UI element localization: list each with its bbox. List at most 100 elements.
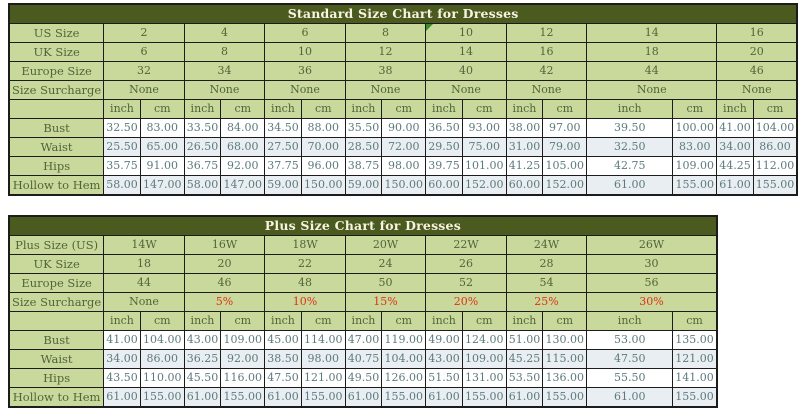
measurement-cm-cell: 97.00 — [542, 118, 588, 138]
unit-inch-header: inch — [264, 99, 302, 119]
size-value-cell: 46 — [183, 273, 266, 293]
measurement-cm-cell: 152.00 — [542, 175, 588, 196]
measurement-inch-cell: 58.00 — [183, 175, 222, 196]
measurement-cm-cell: 155.00 — [752, 175, 798, 196]
unit-cm-header: cm — [300, 99, 346, 119]
unit-cm-header: cm — [461, 99, 507, 119]
measurement-cm-cell: 130.00 — [542, 330, 588, 350]
plus-size-chart: Plus Size Chart for Dresses Plus Size (US… — [8, 215, 718, 408]
unit-inch-header: inch — [505, 99, 544, 119]
unit-inch-header: inch — [344, 311, 383, 331]
size-chart-table: Plus Size Chart for Dresses Plus Size (US… — [8, 215, 718, 408]
measurement-inch-cell: 61.00 — [183, 387, 222, 408]
unit-inch-header: inch — [716, 99, 754, 119]
unit-cm-header: cm — [139, 311, 185, 331]
size-value-cell: 44 — [103, 273, 185, 293]
measurement-inch-cell: 49.50 — [344, 368, 383, 388]
measurement-cm-cell: 126.00 — [381, 368, 427, 388]
size-value-cell: None — [505, 80, 588, 100]
size-value-cell: 8 — [183, 42, 266, 62]
size-value-cell: None — [716, 80, 798, 100]
measurement-cm-cell: 136.00 — [542, 368, 588, 388]
row-label: Europe Size — [8, 273, 105, 293]
size-value-cell: 6 — [264, 23, 346, 43]
measurement-cm-cell: 135.00 — [672, 330, 718, 350]
size-value-cell: 48 — [264, 273, 346, 293]
measurement-inch-cell: 36.50 — [425, 118, 463, 138]
size-value-cell: 20 — [716, 42, 798, 62]
size-value-cell: 8 — [344, 23, 427, 43]
measurement-inch-cell: 61.00 — [586, 175, 674, 196]
size-value-cell: 44 — [586, 61, 718, 81]
size-value-cell: 14W — [103, 235, 185, 255]
row-label: Hollow to Hem — [8, 175, 105, 196]
row-label: Size Surcharge — [8, 292, 105, 312]
measurement-cm-cell: 155.00 — [672, 175, 718, 196]
unit-cm-header: cm — [542, 311, 588, 331]
measurement-cm-cell: 155.00 — [672, 387, 718, 408]
measurement-inch-cell: 60.00 — [425, 175, 463, 196]
unit-cm-header: cm — [752, 99, 798, 119]
measurement-cm-cell: 75.00 — [461, 137, 507, 157]
measurement-cm-cell: 121.00 — [672, 349, 718, 369]
measurement-inch-cell: 61.00 — [505, 387, 544, 408]
measurement-cm-cell: 152.00 — [461, 175, 507, 196]
size-value-cell: 32 — [103, 61, 185, 81]
measurement-cm-cell: 98.00 — [300, 349, 346, 369]
measurement-inch-cell: 42.75 — [586, 156, 674, 176]
measurement-cm-cell: 114.00 — [300, 330, 346, 350]
size-value-cell: 20W — [344, 235, 427, 255]
unit-inch-header: inch — [183, 311, 222, 331]
measurement-inch-cell: 40.75 — [344, 349, 383, 369]
measurement-cm-cell: 88.00 — [300, 118, 346, 138]
size-value-cell: 30 — [586, 254, 718, 274]
unit-inch-header: inch — [505, 311, 544, 331]
row-label: UK Size — [8, 42, 105, 62]
measurement-inch-cell: 29.50 — [425, 137, 463, 157]
measurement-inch-cell: 61.00 — [103, 387, 141, 408]
measurement-inch-cell: 58.00 — [103, 175, 141, 196]
size-value-cell: 22W — [425, 235, 507, 255]
measurement-cm-cell: 96.00 — [300, 156, 346, 176]
measurement-cm-cell: 104.00 — [381, 349, 427, 369]
measurement-inch-cell: 47.50 — [264, 368, 302, 388]
size-value-cell: 10% — [264, 292, 346, 312]
size-value-cell: 5% — [183, 292, 266, 312]
measurement-cm-cell: 72.00 — [381, 137, 427, 157]
size-value-cell: 16W — [183, 235, 266, 255]
measurement-cm-cell: 91.00 — [139, 156, 185, 176]
measurement-cm-cell: 98.00 — [381, 156, 427, 176]
measurement-inch-cell: 31.00 — [505, 137, 544, 157]
size-value-cell: 14 — [586, 23, 718, 43]
measurement-inch-cell: 38.75 — [344, 156, 383, 176]
measurement-inch-cell: 34.50 — [264, 118, 302, 138]
unit-cm-header: cm — [381, 99, 427, 119]
row-label: Bust — [8, 330, 105, 350]
measurement-cm-cell: 110.00 — [139, 368, 185, 388]
measurement-cm-cell: 100.00 — [672, 118, 718, 138]
measurement-inch-cell: 51.50 — [425, 368, 463, 388]
size-value-cell: None — [586, 80, 718, 100]
size-value-cell: None — [425, 80, 507, 100]
measurement-inch-cell: 39.75 — [425, 156, 463, 176]
size-value-cell: 2 — [103, 23, 185, 43]
measurement-inch-cell: 45.00 — [264, 330, 302, 350]
measurement-inch-cell: 34.00 — [103, 349, 141, 369]
unit-cm-header: cm — [672, 99, 718, 119]
row-label: Hollow to Hem — [8, 387, 105, 408]
measurement-inch-cell: 32.50 — [103, 118, 141, 138]
measurement-inch-cell: 26.50 — [183, 137, 222, 157]
size-value-cell: 52 — [425, 273, 507, 293]
unit-cm-header: cm — [220, 99, 266, 119]
unit-cm-header: cm — [461, 311, 507, 331]
row-label: Size Surcharge — [8, 80, 105, 100]
measurement-cm-cell: 90.00 — [381, 118, 427, 138]
measurement-cm-cell: 109.00 — [672, 156, 718, 176]
size-value-cell: 16 — [505, 42, 588, 62]
size-value-cell: 14 — [425, 42, 507, 62]
standard-size-chart: Standard Size Chart for Dresses US Size 2 4… — [8, 3, 799, 196]
measurement-inch-cell: 27.50 — [264, 137, 302, 157]
measurement-inch-cell: 41.00 — [103, 330, 141, 350]
size-value-cell: 26W — [586, 235, 718, 255]
measurement-inch-cell: 61.00 — [344, 387, 383, 408]
